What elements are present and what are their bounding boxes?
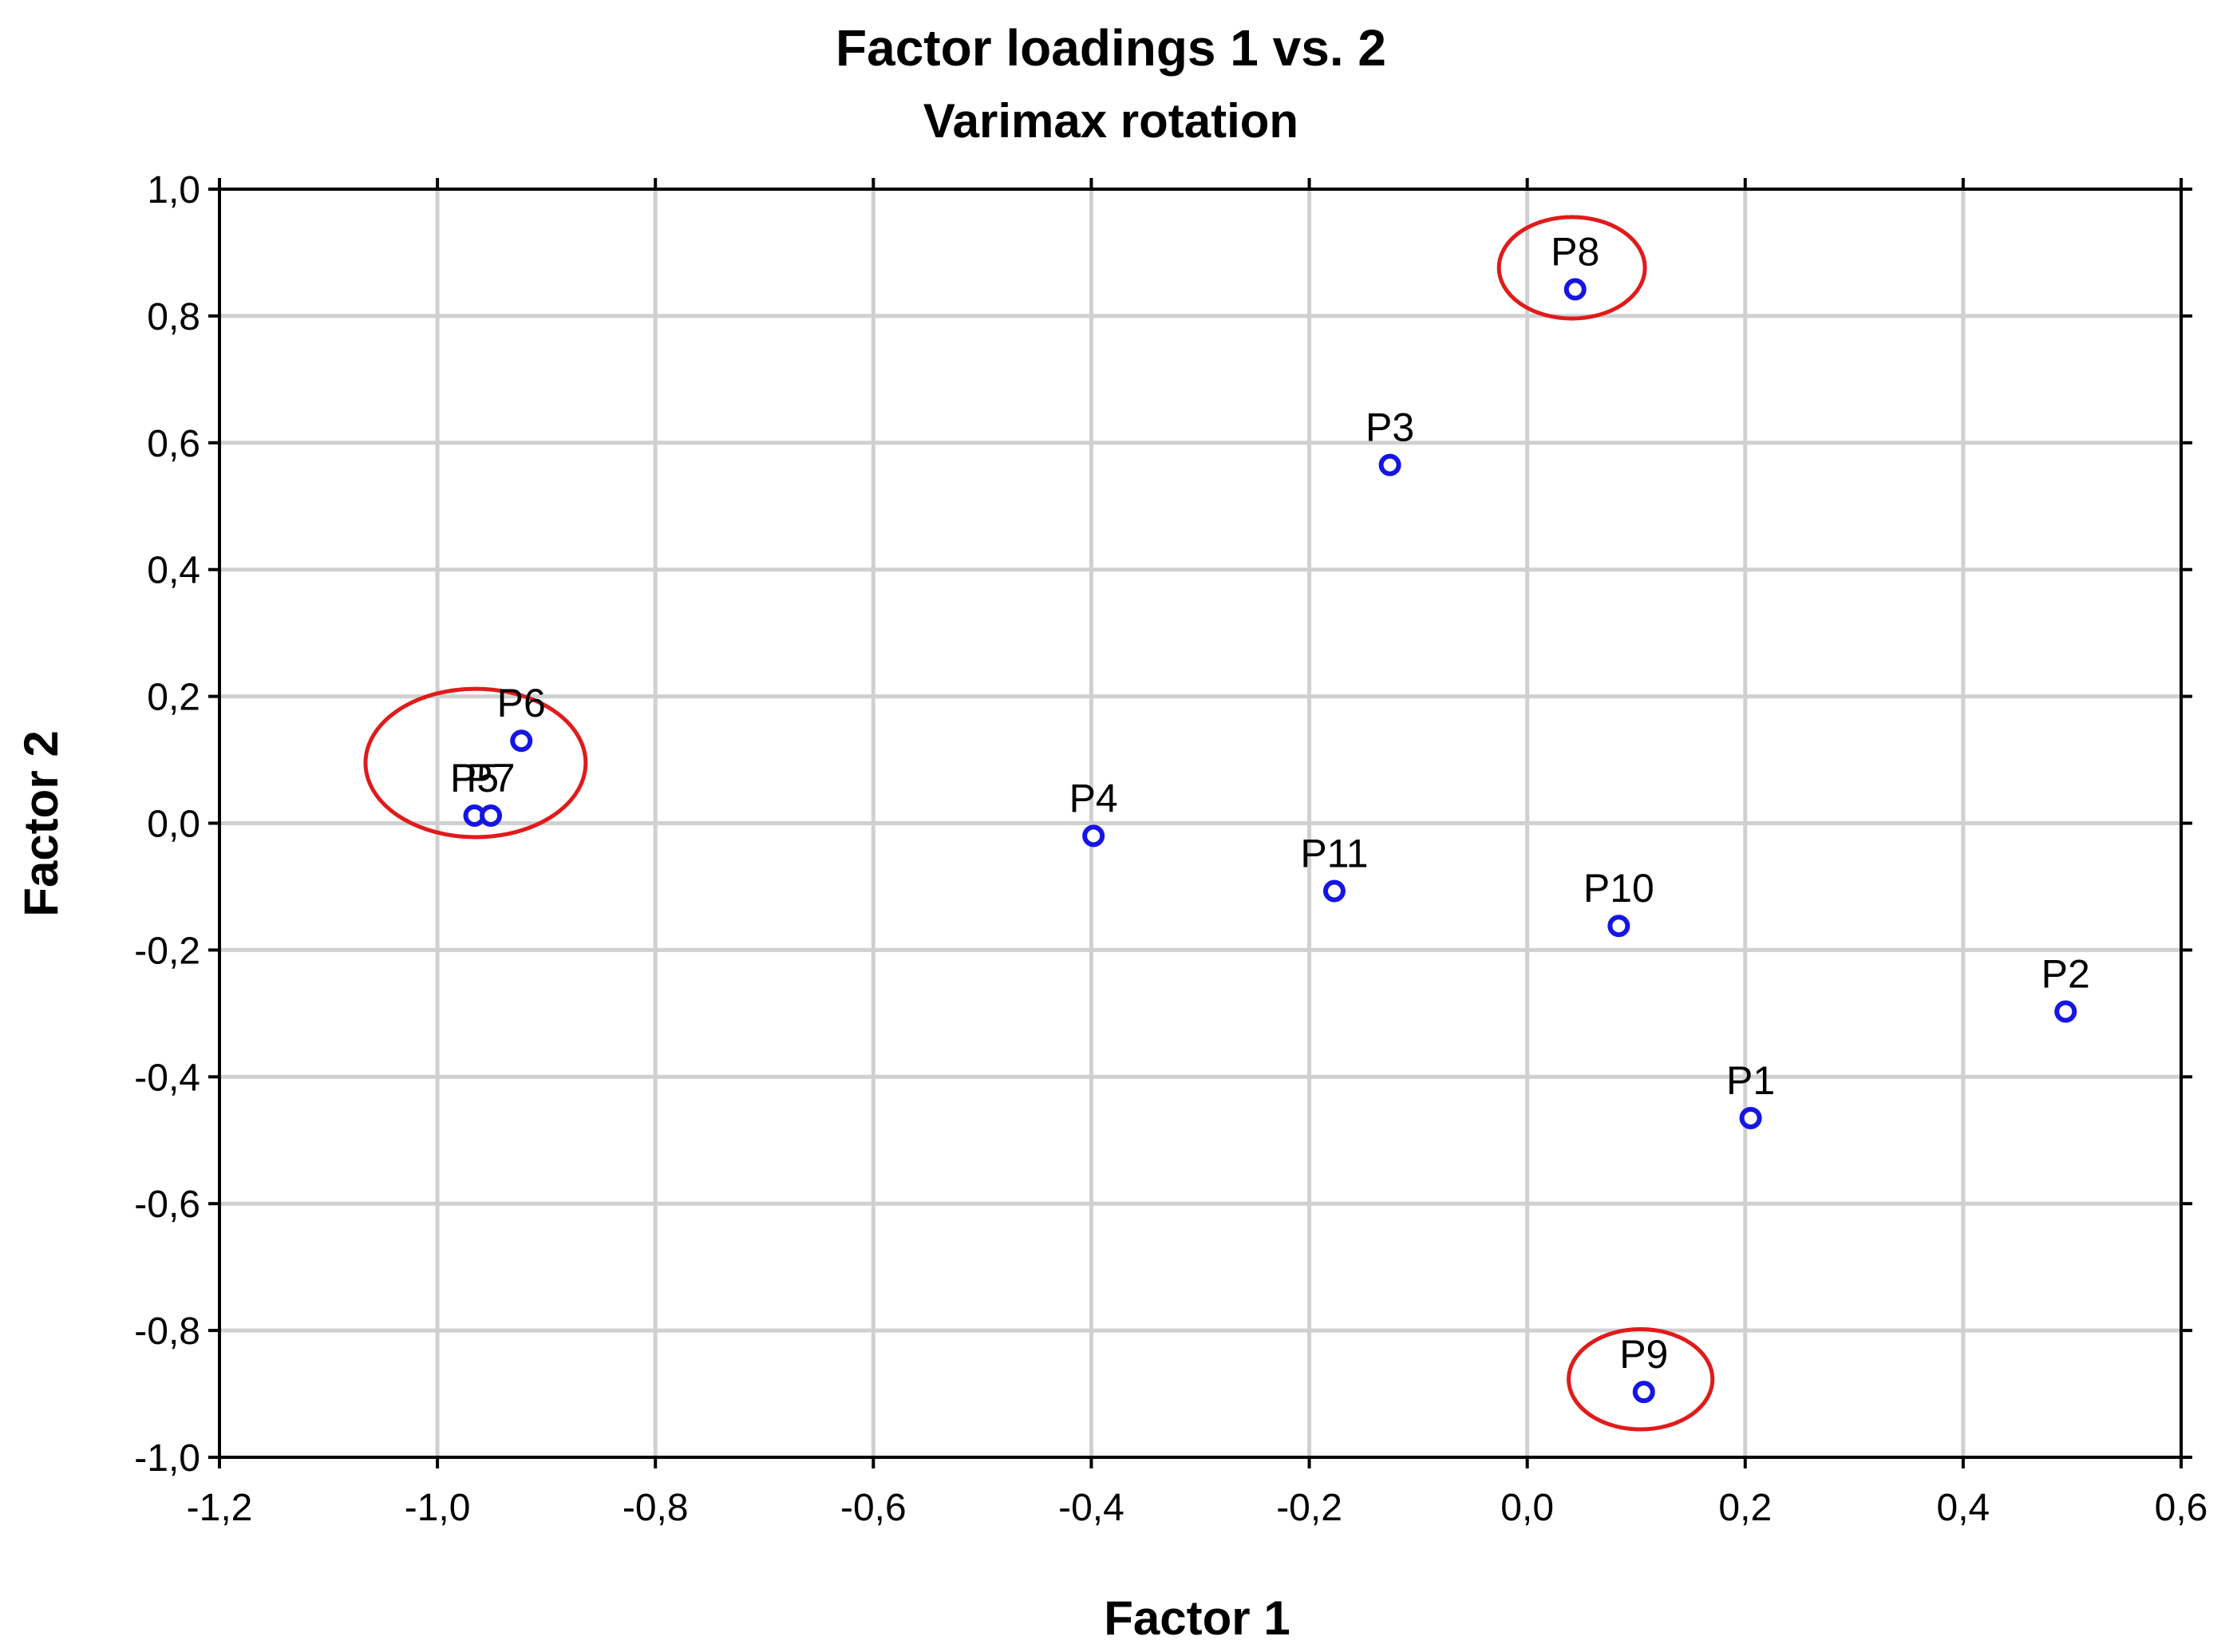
point-label: P10 <box>1583 866 1654 911</box>
chart-subtitle: Varimax rotation <box>923 94 1298 148</box>
scatter-point <box>1632 1381 1655 1404</box>
x-tick-label: 0,0 <box>1500 1487 1554 1529</box>
y-axis-label: Factor 2 <box>14 730 68 916</box>
y-tick-label: -1,0 <box>134 1437 200 1480</box>
y-tick-label: 0,6 <box>147 423 200 465</box>
x-axis-label: Factor 1 <box>1104 1591 1290 1645</box>
x-tick-label: -1,0 <box>405 1487 471 1529</box>
highlight-ellipse <box>1567 1327 1715 1432</box>
scatter-point <box>1739 1106 1762 1129</box>
x-tick-label: 0,6 <box>2155 1487 2208 1529</box>
scatter-point <box>480 804 503 827</box>
point-label: P7 <box>466 756 515 800</box>
y-tick-label: -0,8 <box>134 1310 200 1353</box>
point-label: P11 <box>1300 832 1368 876</box>
highlight-ellipse <box>1496 215 1647 321</box>
y-tick-label: -0,4 <box>134 1057 200 1099</box>
scatter-point <box>1378 453 1401 476</box>
point-label: P6 <box>497 681 546 725</box>
x-tick-label: -0,8 <box>622 1487 689 1529</box>
x-tick-label: 0,2 <box>1718 1487 1772 1529</box>
y-tick-label: 0,4 <box>147 550 200 592</box>
y-tick-label: 0,0 <box>147 804 200 846</box>
point-label: P8 <box>1551 230 1599 275</box>
x-tick-label: -0,2 <box>1276 1487 1342 1529</box>
point-label: P4 <box>1069 776 1118 820</box>
x-tick-label: -1,2 <box>187 1487 253 1529</box>
y-tick-label: 0,2 <box>147 677 200 719</box>
point-label: P1 <box>1726 1058 1775 1103</box>
scatter-points: P1 P2 P3 P4 P5 P6 P7 P8 P9 P10 P11 <box>450 230 2090 1404</box>
highlight-ellipses <box>363 215 1715 1432</box>
x-tick-label: 0,4 <box>1937 1487 1990 1529</box>
scatter-point <box>510 729 533 753</box>
scatter-point <box>1322 879 1346 903</box>
point-label: P5 <box>450 756 499 800</box>
scatter-point <box>1607 915 1630 938</box>
y-tick-label: 1,0 <box>147 169 200 211</box>
y-tick-label: 0,8 <box>147 296 200 338</box>
axis-ticks: -1,2 -1,0 -0,8 -0,6 -0,4 -0,2 0,0 0,2 0,4 0,6 1,0 0… <box>134 169 2207 1529</box>
scatter-point <box>1082 824 1105 848</box>
scatter-point <box>1563 278 1587 301</box>
grid <box>219 189 2181 1457</box>
x-tick-label: -0,6 <box>840 1487 907 1529</box>
highlight-ellipse <box>363 686 588 840</box>
point-label: P9 <box>1619 1332 1668 1377</box>
x-tick-label: -0,4 <box>1058 1487 1124 1529</box>
point-label: P2 <box>2041 951 2090 996</box>
point-label: P3 <box>1365 405 1414 450</box>
y-tick-label: -0,6 <box>134 1184 200 1226</box>
chart-title: Factor loadings 1 vs. 2 <box>836 19 1386 77</box>
y-tick-label: -0,2 <box>134 930 200 972</box>
plot-frame <box>218 188 2183 1459</box>
scatter-point <box>2054 1000 2077 1023</box>
